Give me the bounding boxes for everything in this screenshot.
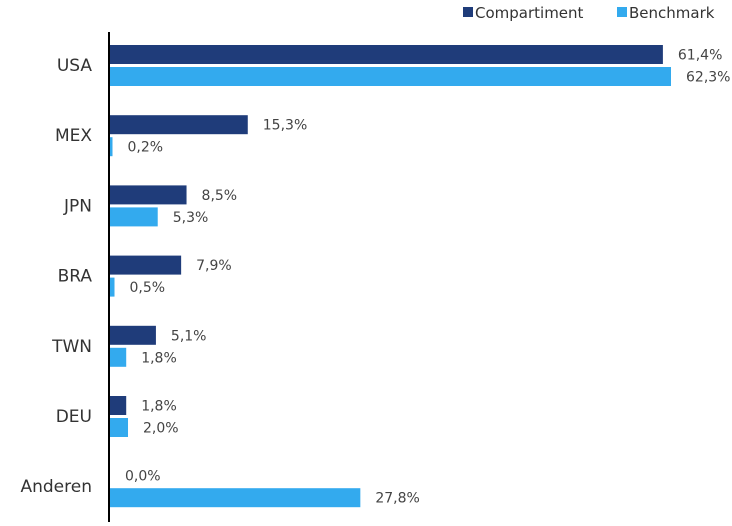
data-labels: 61,4% 62,3% 15,3% 0,2% 8,5% 5,3% 7,9% 0,5% 5,1% 1… bbox=[125, 48, 730, 507]
data-label: 5,3% bbox=[173, 210, 209, 226]
bar bbox=[110, 67, 671, 86]
bar bbox=[110, 137, 113, 157]
category-label: JPN bbox=[63, 196, 92, 216]
category-label: BRA bbox=[58, 267, 93, 287]
bar bbox=[110, 185, 187, 205]
data-label: 1,8% bbox=[141, 350, 177, 366]
bars bbox=[110, 45, 671, 508]
category-label: USA bbox=[57, 56, 93, 76]
category-labels: USA MEX JPN BRA TWN DEU Anderen bbox=[20, 56, 92, 497]
data-label: 2,0% bbox=[143, 421, 179, 437]
bar bbox=[110, 396, 127, 415]
legend-swatch bbox=[463, 7, 473, 17]
data-label: 1,8% bbox=[141, 399, 177, 415]
legend-label: Benchmark bbox=[629, 4, 715, 22]
data-label: 61,4% bbox=[678, 48, 722, 64]
bar bbox=[110, 115, 248, 135]
bar bbox=[110, 325, 156, 345]
bar bbox=[110, 207, 158, 227]
data-label: 0,0% bbox=[125, 469, 161, 485]
data-label: 27,8% bbox=[375, 491, 419, 507]
bar bbox=[110, 488, 361, 508]
legend: Compartiment Benchmark bbox=[463, 4, 715, 22]
data-label: 8,5% bbox=[202, 188, 238, 204]
bar bbox=[110, 45, 663, 64]
category-label: TWN bbox=[51, 337, 92, 357]
data-label: 7,9% bbox=[196, 258, 232, 274]
bar bbox=[110, 347, 127, 367]
category-label: Anderen bbox=[20, 477, 92, 497]
data-label: 15,3% bbox=[263, 118, 307, 134]
data-label: 62,3% bbox=[686, 70, 730, 86]
data-label: 0,2% bbox=[128, 140, 164, 156]
data-label: 0,5% bbox=[130, 280, 166, 296]
data-label: 5,1% bbox=[171, 328, 207, 344]
bar bbox=[110, 277, 115, 297]
bar bbox=[110, 418, 129, 437]
category-label: MEX bbox=[55, 126, 92, 146]
legend-swatch bbox=[617, 7, 627, 17]
bar bbox=[110, 255, 182, 275]
category-label: DEU bbox=[56, 407, 92, 427]
legend-label: Compartiment bbox=[475, 4, 584, 22]
